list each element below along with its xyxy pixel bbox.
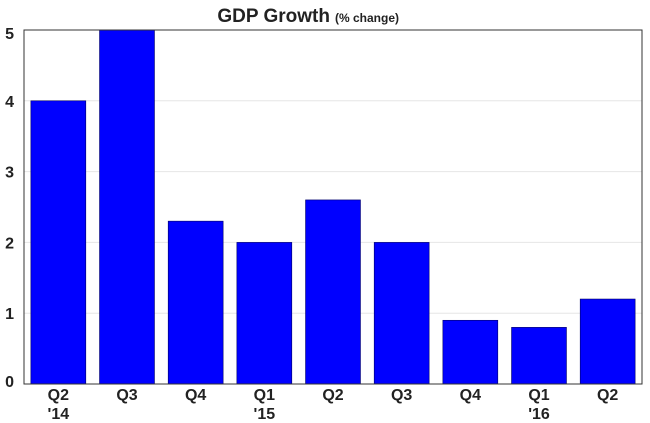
bar: [442, 319, 499, 385]
x-tick-label: Q4: [460, 387, 481, 404]
bar: [30, 100, 87, 385]
bar: [373, 242, 430, 385]
x-tick-label: Q3: [116, 387, 137, 404]
bar: [167, 220, 224, 385]
bar: [511, 327, 567, 385]
y-axis-ticks: 0 1 2 3 4 5: [5, 26, 14, 391]
y-tick-label: 1: [5, 306, 14, 323]
x-tick-label: Q1'16: [528, 387, 550, 423]
x-tick-label: Q4: [185, 387, 206, 404]
x-tick-label: Q2'14: [48, 387, 70, 423]
x-tick-label: Q3: [391, 387, 412, 404]
plot-frame: [23, 29, 643, 385]
chart-title: GDP Growth: [217, 6, 330, 27]
y-tick-label: 5: [5, 26, 14, 43]
x-axis-labels: Q2'14 Q3 Q4 Q1'15 Q2 Q3 Q4 Q1'16 Q2: [48, 387, 619, 423]
y-tick-label: 0: [5, 374, 14, 391]
bar: [579, 298, 636, 385]
y-tick-label: 3: [5, 165, 14, 182]
bar: [236, 242, 293, 385]
y-tick-label: 4: [5, 94, 14, 111]
bar: [99, 29, 155, 385]
bar: [305, 199, 361, 385]
x-tick-label: Q1'15: [254, 387, 276, 423]
y-tick-label: 2: [5, 235, 14, 252]
x-tick-label: Q2: [597, 387, 618, 404]
bars: [30, 29, 636, 385]
x-tick-label: Q2: [322, 387, 343, 404]
chart-subtitle: (% change): [335, 11, 399, 25]
